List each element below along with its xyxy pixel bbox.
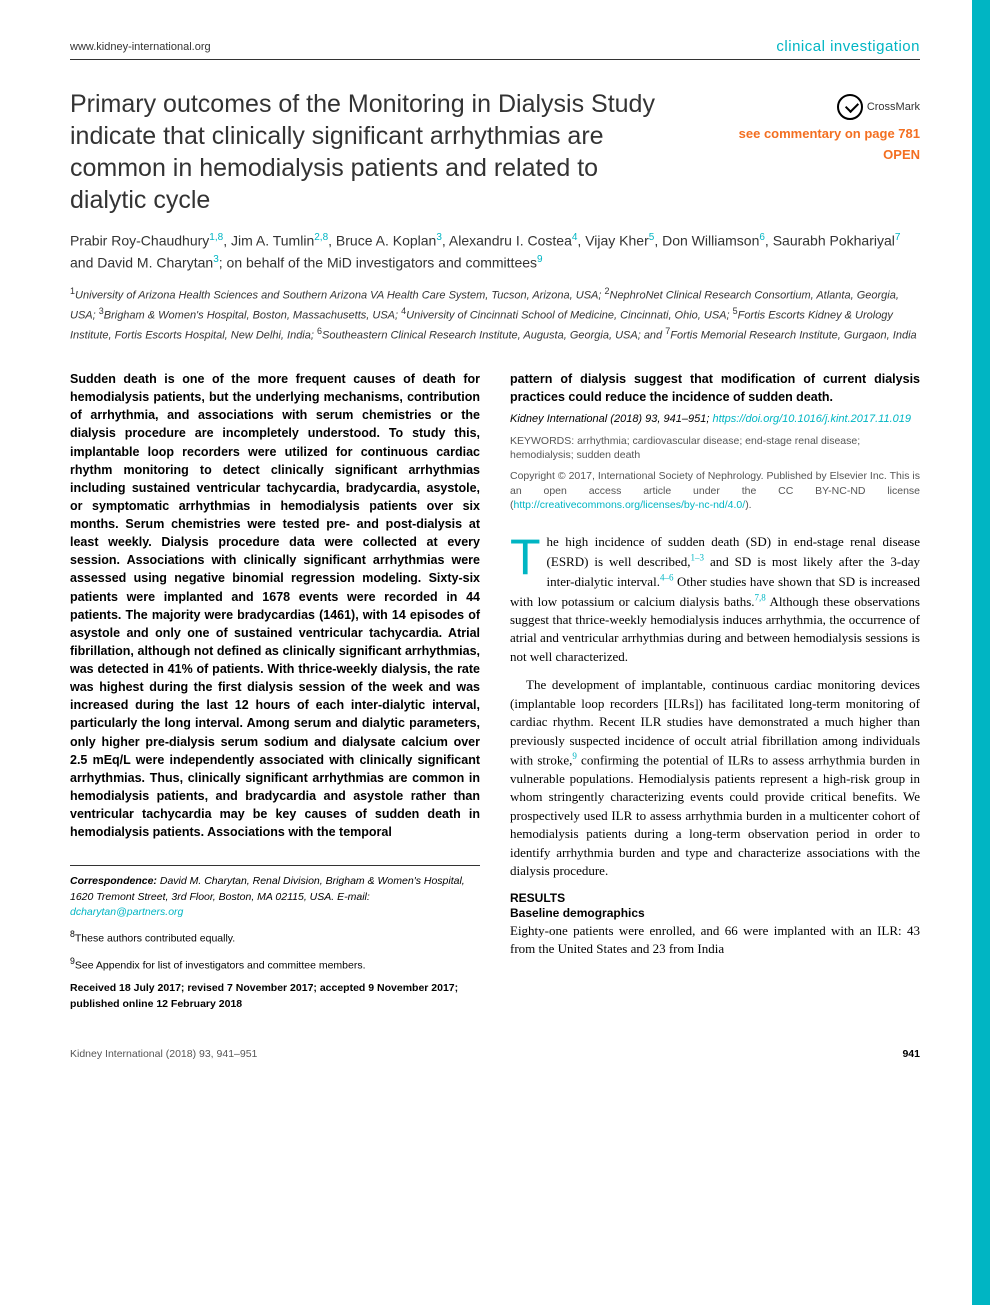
- footnotes-block: Correspondence: David M. Charytan, Renal…: [70, 865, 480, 1012]
- side-accent-bar: [972, 0, 990, 1305]
- citation-issue: (2018) 93, 941–951;: [610, 413, 709, 425]
- title-right-column: CrossMark see commentary on page 781 OPE…: [710, 88, 920, 216]
- abstract-part1: Sudden death is one of the more frequent…: [70, 370, 480, 841]
- doi-link[interactable]: https://doi.org/10.1016/j.kint.2017.11.0…: [712, 413, 911, 425]
- results-paragraph-1: Eighty-one patients were enrolled, and 6…: [510, 922, 920, 959]
- left-column: Sudden death is one of the more frequent…: [70, 370, 480, 1020]
- crossmark-label: CrossMark: [867, 101, 920, 113]
- right-column: pattern of dialysis suggest that modific…: [510, 370, 920, 1020]
- footer-citation: Kidney International (2018) 93, 941–951: [70, 1048, 257, 1060]
- intro-paragraph-2: The development of implantable, continuo…: [510, 676, 920, 880]
- author-list: Prabir Roy-Chaudhury1,8, Jim A. Tumlin2,…: [70, 230, 920, 273]
- article-title: Primary outcomes of the Monitoring in Di…: [70, 88, 676, 216]
- copyright-line: Copyright © 2017, International Society …: [510, 469, 920, 513]
- citation-journal: Kidney International: [510, 413, 607, 425]
- running-header: www.kidney-international.org clinical in…: [70, 38, 920, 60]
- open-access-badge: OPEN: [883, 147, 920, 162]
- page-footer: Kidney International (2018) 93, 941–951 …: [70, 1048, 920, 1060]
- results-heading: RESULTS: [510, 891, 920, 905]
- site-url: www.kidney-international.org: [70, 41, 211, 53]
- title-block: Primary outcomes of the Monitoring in Di…: [70, 88, 920, 216]
- affiliations: 1University of Arizona Health Sciences a…: [70, 285, 920, 344]
- correspondence-note: Correspondence: David M. Charytan, Renal…: [70, 874, 480, 920]
- dropcap: T: [510, 533, 547, 578]
- footnote-8: 8These authors contributed equally.: [70, 928, 480, 947]
- citation-line: Kidney International (2018) 93, 941–951;…: [510, 412, 920, 427]
- page-number: 941: [902, 1048, 920, 1060]
- footnote-9: 9See Appendix for list of investigators …: [70, 955, 480, 974]
- body-two-column: Sudden death is one of the more frequent…: [70, 370, 920, 1020]
- abstract-part2: pattern of dialysis suggest that modific…: [510, 370, 920, 406]
- intro-paragraph-1: The high incidence of sudden death (SD) …: [510, 533, 920, 666]
- keywords-line: KEYWORDS: arrhythmia; cardiovascular dis…: [510, 434, 920, 463]
- section-label: clinical investigation: [776, 38, 920, 55]
- baseline-heading: Baseline demographics: [510, 906, 920, 920]
- commentary-link[interactable]: see commentary on page 781: [739, 126, 920, 141]
- crossmark-icon: [837, 94, 863, 120]
- page-container: www.kidney-international.org clinical in…: [0, 0, 990, 1090]
- crossmark-badge[interactable]: CrossMark: [837, 94, 920, 120]
- received-dates: Received 18 July 2017; revised 7 Novembe…: [70, 981, 480, 1011]
